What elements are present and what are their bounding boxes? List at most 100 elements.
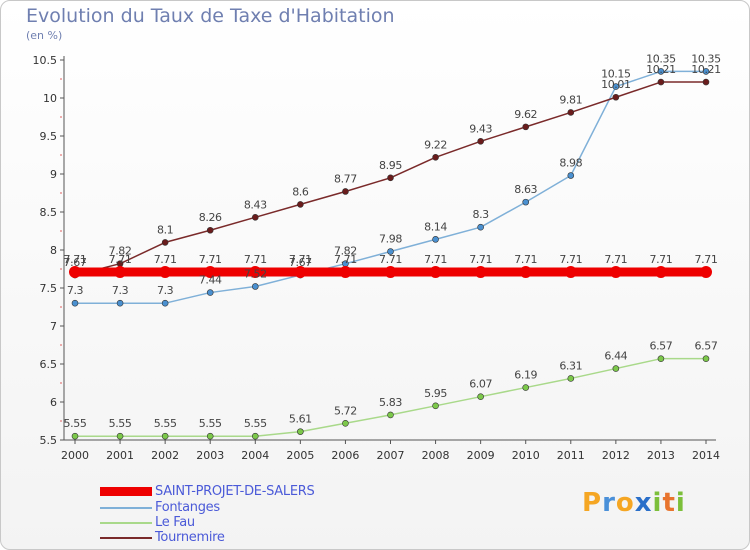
data-point xyxy=(432,153,439,161)
y-tick-label: 10.5 xyxy=(33,54,58,67)
legend-swatch xyxy=(100,536,152,539)
x-tick-label: 2013 xyxy=(647,449,675,462)
data-label: 7.71 xyxy=(109,253,132,266)
y-tick-label: 8.5 xyxy=(40,206,58,219)
x-tick-label: 2000 xyxy=(61,449,89,462)
x-tick-label: 2001 xyxy=(106,449,134,462)
data-point xyxy=(654,266,667,279)
logo-letter: t xyxy=(662,488,676,518)
data-label: 5.55 xyxy=(199,417,222,430)
data-label: 7.82 xyxy=(109,245,132,258)
data-point xyxy=(567,172,575,179)
data-point xyxy=(251,214,259,221)
data-point xyxy=(522,384,530,391)
data-label: 7.44 xyxy=(199,274,222,287)
data-label: 7.3 xyxy=(67,284,84,297)
legend-label: SAINT-PROJET-DE-SALERS xyxy=(155,484,315,499)
legend-swatch xyxy=(100,521,152,524)
data-point xyxy=(204,266,217,279)
data-label: 6.31 xyxy=(559,359,582,372)
data-label: 7.71 xyxy=(244,253,267,266)
data-label: 7.67 xyxy=(289,256,312,269)
data-point xyxy=(206,226,214,234)
y-tick-label: 7 xyxy=(50,320,57,333)
x-tick-label: 2011 xyxy=(557,449,585,462)
data-label: 7.71 xyxy=(379,253,402,266)
data-label: 8.14 xyxy=(424,220,447,233)
legend-label: Fontanges xyxy=(155,500,220,515)
logo-letter: P xyxy=(582,488,603,518)
data-point xyxy=(71,299,79,307)
legend-label: Tournemire xyxy=(155,530,225,545)
data-point xyxy=(702,355,710,362)
data-label: 7.71 xyxy=(289,253,312,266)
legend-item-fontanges: Fontanges xyxy=(100,500,220,515)
data-point xyxy=(387,248,394,255)
data-point xyxy=(159,266,172,279)
legend-label: Le Fau xyxy=(155,515,195,530)
data-point xyxy=(702,68,710,75)
data-point xyxy=(251,283,259,290)
data-point xyxy=(206,432,214,440)
data-point xyxy=(206,289,214,296)
logo-letter: i xyxy=(652,488,663,518)
logo-letter: x xyxy=(634,488,653,518)
data-label: 7.82 xyxy=(334,245,357,258)
x-tick-label: 2002 xyxy=(151,449,179,462)
data-label: 7.67 xyxy=(64,256,87,269)
data-label: 5.95 xyxy=(424,387,447,400)
data-label: 5.55 xyxy=(154,417,177,430)
data-label: 7.71 xyxy=(334,253,357,266)
data-label: 10.15 xyxy=(601,68,631,81)
y-tick-label: 9 xyxy=(50,168,57,181)
logo-letter: o xyxy=(615,488,635,518)
data-point xyxy=(384,266,397,279)
data-point xyxy=(522,123,530,131)
data-label: 10.21 xyxy=(646,63,676,76)
chart-title: Evolution du Taux de Taxe d'Habitation xyxy=(26,5,395,27)
data-point xyxy=(519,266,532,279)
data-label: 8.98 xyxy=(559,157,582,170)
data-label: 6.57 xyxy=(695,340,718,353)
data-label: 7.52 xyxy=(244,267,267,280)
data-point xyxy=(429,266,442,279)
x-tick-label: 2010 xyxy=(512,449,540,462)
data-point xyxy=(387,411,394,419)
y-tick-label: 10 xyxy=(43,92,57,105)
data-label: 8.95 xyxy=(379,159,402,172)
data-label: 6.19 xyxy=(514,369,537,382)
data-label: 9.81 xyxy=(559,93,582,106)
data-point xyxy=(432,236,439,243)
logo-letter: r xyxy=(602,488,616,518)
data-point xyxy=(294,266,307,279)
y-tick-label: 7.5 xyxy=(40,282,58,295)
x-tick-label: 2014 xyxy=(692,449,720,462)
legend-item-le-fau: Le Fau xyxy=(100,515,195,530)
x-tick-label: 2008 xyxy=(422,449,450,462)
data-label: 7.71 xyxy=(695,253,718,266)
data-label: 10.01 xyxy=(601,78,631,91)
data-label: 7.71 xyxy=(559,253,582,266)
data-point xyxy=(702,78,710,86)
data-label: 8.6 xyxy=(292,185,309,198)
data-point xyxy=(474,266,487,279)
data-label: 5.55 xyxy=(244,417,267,430)
x-tick-label: 2006 xyxy=(331,449,359,462)
data-label: 9.22 xyxy=(424,138,447,151)
data-label: 7.98 xyxy=(379,233,402,246)
data-label: 7.71 xyxy=(154,253,177,266)
data-point xyxy=(612,93,620,101)
data-point xyxy=(522,198,530,206)
legend-item-tournemire: Tournemire xyxy=(100,530,225,545)
x-tick-label: 2012 xyxy=(602,449,630,462)
data-label: 7.71 xyxy=(604,253,627,266)
data-point xyxy=(609,266,622,279)
data-label: 10.35 xyxy=(691,52,721,65)
data-label: 8.26 xyxy=(199,211,222,224)
data-point xyxy=(249,266,262,279)
y-tick-label: 5.5 xyxy=(40,434,58,447)
data-point xyxy=(657,68,665,75)
y-tick-label: 6 xyxy=(50,396,57,409)
data-label: 5.55 xyxy=(109,417,132,430)
data-label: 7.71 xyxy=(649,253,672,266)
